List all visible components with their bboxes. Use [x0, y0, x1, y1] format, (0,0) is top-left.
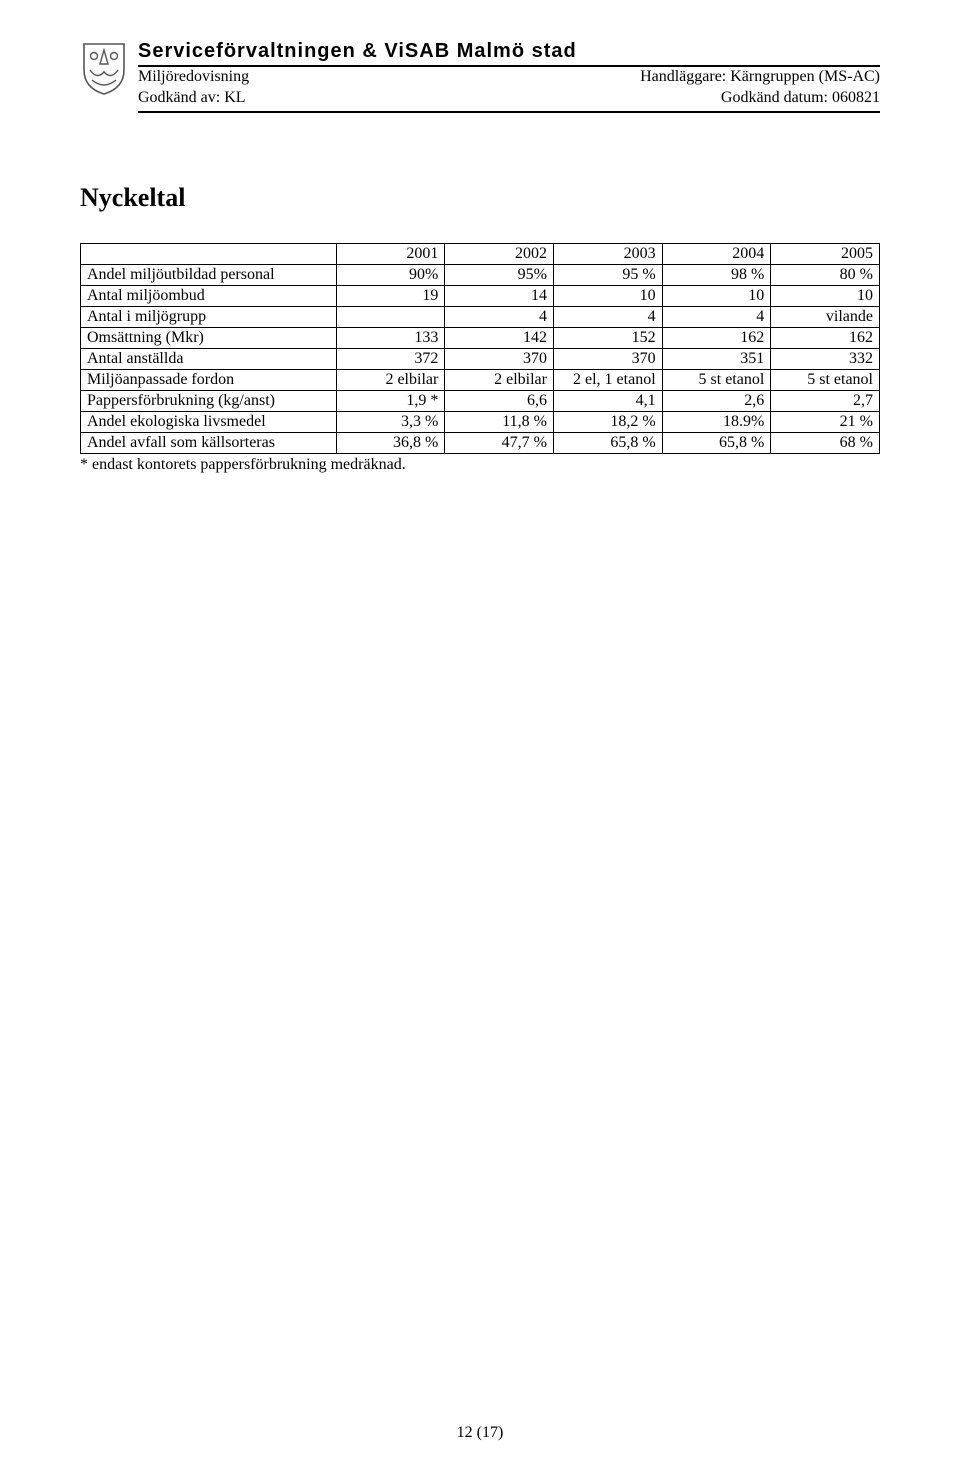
header-left-line2: Godkänd av: KL: [138, 88, 246, 109]
table-cell: 21 %: [771, 411, 880, 432]
table-cell: 68 %: [771, 432, 880, 453]
table-row: Andel avfall som källsorteras36,8 %47,7 …: [81, 432, 880, 453]
document-header: Serviceförvaltningen & ViSAB Malmö stad …: [80, 40, 880, 113]
row-label: Omsättning (Mkr): [81, 327, 337, 348]
table-row: Pappersförbrukning (kg/anst)1,9 *6,64,12…: [81, 390, 880, 411]
table-cell: 19: [336, 285, 445, 306]
row-label: Andel avfall som källsorteras: [81, 432, 337, 453]
table-cell: 162: [771, 327, 880, 348]
table-header-row: 2001 2002 2003 2004 2005: [81, 243, 880, 264]
org-title: Serviceförvaltningen & ViSAB Malmö stad: [138, 40, 577, 65]
table-cell: 10: [553, 285, 662, 306]
row-label: Antal anställda: [81, 348, 337, 369]
page-title: Nyckeltal: [80, 183, 880, 213]
table-cell: 2 el, 1 etanol: [553, 369, 662, 390]
table-cell: [336, 306, 445, 327]
table-cell: 95%: [445, 264, 554, 285]
header-right-line1: Handläggare: Kärngruppen (MS-AC): [640, 67, 880, 88]
table-row: Andel miljöutbildad personal90%95%95 %98…: [81, 264, 880, 285]
table-cell: 10: [771, 285, 880, 306]
table-cell: 18.9%: [662, 411, 771, 432]
table-header-cell: 2004: [662, 243, 771, 264]
table-cell: 3,3 %: [336, 411, 445, 432]
table-cell: 5 st etanol: [771, 369, 880, 390]
table-cell: 4: [662, 306, 771, 327]
row-label: Miljöanpassade fordon: [81, 369, 337, 390]
table-cell: 11,8 %: [445, 411, 554, 432]
table-cell: 14: [445, 285, 554, 306]
table-cell: 1,9 *: [336, 390, 445, 411]
table-cell: 65,8 %: [662, 432, 771, 453]
table-cell: 351: [662, 348, 771, 369]
table-cell: 47,7 %: [445, 432, 554, 453]
table-cell: 90%: [336, 264, 445, 285]
nyckeltal-table: 2001 2002 2003 2004 2005 Andel miljöutbi…: [80, 243, 880, 454]
row-label: Antal i miljögrupp: [81, 306, 337, 327]
table-row: Omsättning (Mkr)133142152162162: [81, 327, 880, 348]
header-right-line2: Godkänd datum: 060821: [721, 88, 880, 109]
table-cell: 2 elbilar: [336, 369, 445, 390]
table-cell: 2,6: [662, 390, 771, 411]
table-cell: 2,7: [771, 390, 880, 411]
table-cell: 80 %: [771, 264, 880, 285]
table-row: Antal miljöombud1914101010: [81, 285, 880, 306]
table-cell: 36,8 %: [336, 432, 445, 453]
table-cell: 162: [662, 327, 771, 348]
table-header-cell: 2003: [553, 243, 662, 264]
table-header-cell: [81, 243, 337, 264]
table-cell: 142: [445, 327, 554, 348]
table-cell: 152: [553, 327, 662, 348]
row-label: Andel miljöutbildad personal: [81, 264, 337, 285]
page-number: 12 (17): [0, 1424, 960, 1442]
row-label: Antal miljöombud: [81, 285, 337, 306]
table-header-cell: 2005: [771, 243, 880, 264]
table-body: Andel miljöutbildad personal90%95%95 %98…: [81, 264, 880, 453]
table-cell: 10: [662, 285, 771, 306]
table-cell: 2 elbilar: [445, 369, 554, 390]
crest-icon: [80, 40, 128, 96]
table-cell: 98 %: [662, 264, 771, 285]
table-row: Antal anställda372370370351332: [81, 348, 880, 369]
table-row: Miljöanpassade fordon2 elbilar2 elbilar2…: [81, 369, 880, 390]
table-header-cell: 2001: [336, 243, 445, 264]
table-cell: 372: [336, 348, 445, 369]
table-cell: vilande: [771, 306, 880, 327]
row-label: Pappersförbrukning (kg/anst): [81, 390, 337, 411]
table-cell: 4: [445, 306, 554, 327]
table-header-cell: 2002: [445, 243, 554, 264]
table-footnote: * endast kontorets pappersförbrukning me…: [80, 456, 880, 474]
row-label: Andel ekologiska livsmedel: [81, 411, 337, 432]
table-cell: 18,2 %: [553, 411, 662, 432]
table-cell: 6,6: [445, 390, 554, 411]
table-row: Andel ekologiska livsmedel3,3 %11,8 %18,…: [81, 411, 880, 432]
table-cell: 95 %: [553, 264, 662, 285]
header-left-line1: Miljöredovisning: [138, 67, 249, 88]
table-cell: 370: [553, 348, 662, 369]
table-cell: 5 st etanol: [662, 369, 771, 390]
table-cell: 332: [771, 348, 880, 369]
table-cell: 133: [336, 327, 445, 348]
table-cell: 370: [445, 348, 554, 369]
table-row: Antal i miljögrupp444vilande: [81, 306, 880, 327]
table-cell: 4,1: [553, 390, 662, 411]
table-cell: 65,8 %: [553, 432, 662, 453]
header-text-block: Serviceförvaltningen & ViSAB Malmö stad …: [138, 40, 880, 113]
table-cell: 4: [553, 306, 662, 327]
